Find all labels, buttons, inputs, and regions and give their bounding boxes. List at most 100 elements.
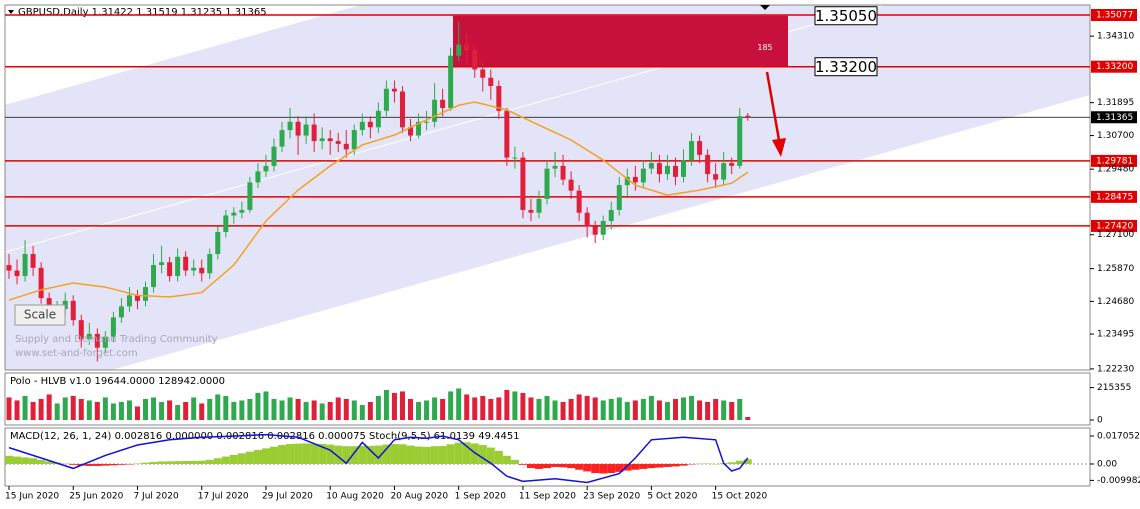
macd-bar xyxy=(366,445,375,464)
candle-body xyxy=(143,287,149,301)
level-label-box xyxy=(1091,60,1137,73)
candle-body xyxy=(416,121,422,136)
candle-body xyxy=(560,165,566,180)
macd-bar xyxy=(245,451,254,464)
candle-body xyxy=(38,267,44,299)
volume-bar xyxy=(552,400,558,420)
y-tick-label: -0.009982 xyxy=(1097,476,1140,486)
macd-bar xyxy=(37,459,46,464)
candle-body xyxy=(528,209,534,213)
macd-bar xyxy=(326,444,335,464)
macd-bar xyxy=(446,444,455,464)
candle-body xyxy=(271,146,277,166)
moving-average xyxy=(8,101,749,301)
macd-bar xyxy=(591,463,600,474)
macd-bar xyxy=(69,463,78,465)
volume-bar xyxy=(416,401,422,420)
volume-bar xyxy=(78,398,84,420)
level-label: 1.29781 xyxy=(1096,156,1133,166)
candle-body xyxy=(616,185,622,210)
volume-bar xyxy=(576,394,582,420)
volume-bar xyxy=(134,406,140,420)
macd-bar xyxy=(534,463,543,469)
macd-bar xyxy=(310,443,319,464)
macd-bar xyxy=(398,444,407,464)
volume-bar xyxy=(70,395,76,420)
volume-bar xyxy=(440,398,446,420)
volume-bar xyxy=(319,403,325,420)
watermark: Supply and Demand Trading Community xyxy=(15,334,218,345)
candle-body xyxy=(552,165,558,169)
volume-bar xyxy=(215,394,221,420)
candle-body xyxy=(6,265,12,271)
macd-bar xyxy=(342,446,351,464)
volume-bar xyxy=(729,401,735,420)
candle-body xyxy=(343,143,349,150)
macd-bar xyxy=(703,463,712,464)
candle-body xyxy=(311,124,317,142)
candle-body xyxy=(102,336,108,348)
macd-bar xyxy=(101,463,110,466)
macd-bar xyxy=(623,463,632,471)
macd-bar xyxy=(181,461,190,464)
volume-bar xyxy=(544,395,550,420)
macd-bar xyxy=(294,443,303,464)
macd-bar xyxy=(735,460,744,464)
volume-bar xyxy=(383,389,389,420)
macd-bar xyxy=(13,456,22,464)
volume-panel xyxy=(4,372,1091,426)
x-tick-label: 15 Oct 2020 xyxy=(712,492,768,502)
candle-body xyxy=(215,231,221,255)
candle-body xyxy=(624,176,630,186)
candle-body xyxy=(408,127,413,136)
level-label-box xyxy=(1091,190,1137,203)
macd-bar xyxy=(583,463,592,472)
volume-bar xyxy=(263,391,269,420)
volume-bar xyxy=(22,395,28,420)
volume-bar xyxy=(399,391,405,420)
volume-bar xyxy=(640,398,646,420)
volume-bar xyxy=(151,397,157,420)
volume-bar xyxy=(520,392,526,420)
x-tick-label: 5 Oct 2020 xyxy=(647,492,697,502)
macd-bar xyxy=(615,463,624,472)
macd-bar xyxy=(575,463,584,470)
scale-button-label[interactable]: Scale xyxy=(24,308,56,322)
volume-bar xyxy=(448,391,454,420)
macd-bar xyxy=(671,463,680,467)
macd-bar xyxy=(510,459,519,464)
macd-bar xyxy=(213,458,222,464)
volume-bar xyxy=(697,400,703,420)
volume-bar xyxy=(560,401,566,420)
volume-bar xyxy=(616,397,622,420)
candle-body xyxy=(664,165,670,175)
volume-bar xyxy=(536,398,542,420)
candle-body xyxy=(327,138,333,142)
volume-bar xyxy=(30,401,36,420)
volume-bar xyxy=(391,392,397,420)
candle-body xyxy=(496,85,502,111)
candle-body xyxy=(504,110,510,158)
candle-body xyxy=(167,262,173,277)
candle-body xyxy=(488,77,494,86)
candle-body xyxy=(745,115,751,118)
macd-bar xyxy=(406,445,415,464)
shift-marker xyxy=(760,5,770,10)
volume-bar xyxy=(271,398,277,420)
volume-bar xyxy=(279,400,285,420)
candle-body xyxy=(536,198,542,213)
macd-bar xyxy=(278,445,287,464)
macd-bar xyxy=(229,454,238,464)
macd-bar xyxy=(93,463,102,466)
macd-bar xyxy=(687,463,696,465)
menu-triangle xyxy=(8,10,14,14)
candle-body xyxy=(134,295,140,301)
candle-body xyxy=(367,121,373,128)
macd-bar xyxy=(647,463,656,469)
macd-bar xyxy=(173,461,182,464)
candle-body xyxy=(656,163,662,175)
scale-button[interactable] xyxy=(14,304,66,326)
candle-body xyxy=(713,174,719,180)
macd-bar xyxy=(237,453,246,464)
macd-bar xyxy=(117,463,126,465)
